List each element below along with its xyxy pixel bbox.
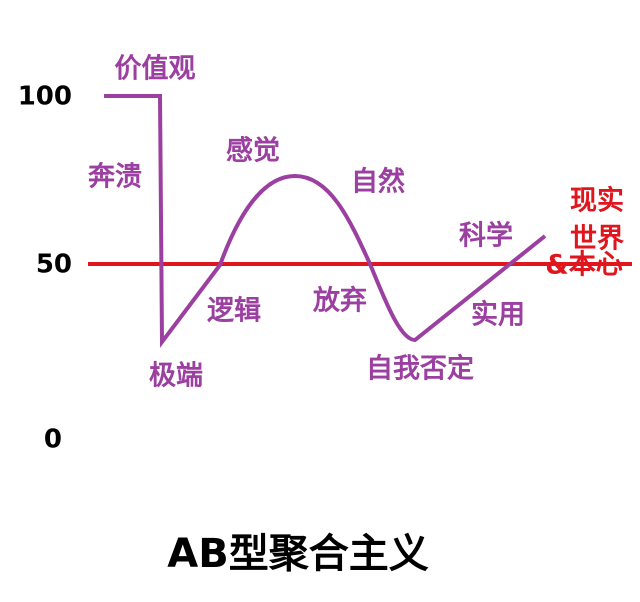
curve-label: 自我否定 — [366, 353, 474, 385]
curve-label: 放弃 — [312, 285, 367, 317]
reference-label: 世界 — [570, 224, 624, 255]
curve-label: 逻辑 — [207, 296, 261, 327]
curve-label: 科学 — [459, 220, 513, 252]
y-axis-label: 100 — [18, 82, 72, 112]
curve-label: 自然 — [351, 166, 405, 198]
curve-label: 实用 — [471, 299, 525, 331]
reference-label: &本心 — [545, 250, 623, 281]
curve-label: 奔溃 — [88, 162, 142, 193]
y-axis-label: 0 — [44, 425, 62, 455]
curve-label: 感觉 — [226, 135, 280, 167]
title: AB型聚合主义 — [167, 531, 428, 577]
reference-label: 现实 — [570, 185, 624, 217]
y-axis-label: 50 — [36, 250, 72, 280]
curve — [104, 94, 547, 348]
curve-label: 价值观 — [115, 54, 196, 85]
curve-label: 极端 — [149, 361, 203, 392]
